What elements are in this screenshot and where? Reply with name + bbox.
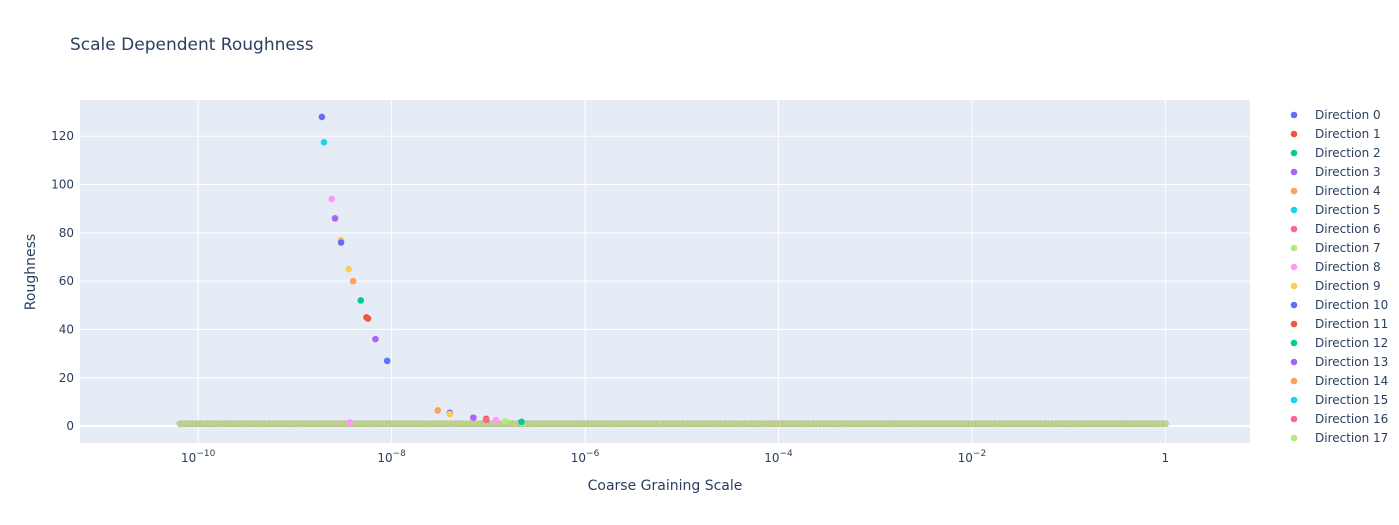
legend-label: Direction 6 bbox=[1315, 222, 1381, 236]
legend-item[interactable]: Direction 8 bbox=[1290, 260, 1381, 274]
legend-label: Direction 1 bbox=[1315, 127, 1381, 141]
data-point bbox=[337, 239, 345, 246]
y-tick-label: 60 bbox=[59, 274, 74, 288]
y-tick-label: 40 bbox=[59, 322, 74, 336]
legend-marker bbox=[1290, 377, 1298, 385]
legend-marker bbox=[1290, 434, 1298, 442]
legend-item[interactable]: Direction 15 bbox=[1290, 393, 1389, 407]
legend-item[interactable]: Direction 7 bbox=[1290, 241, 1381, 255]
legend-marker bbox=[1290, 263, 1298, 271]
legend-marker bbox=[1290, 396, 1298, 404]
legend-item[interactable]: Direction 16 bbox=[1290, 412, 1389, 426]
y-tick-label: 0 bbox=[66, 419, 74, 433]
legend: Direction 0 Direction 1 Direction 2 Directi… bbox=[1290, 108, 1389, 445]
legend-marker bbox=[1290, 320, 1298, 328]
legend-label: Direction 15 bbox=[1315, 393, 1388, 407]
data-point bbox=[349, 277, 357, 285]
legend-item[interactable]: Direction 17 bbox=[1290, 431, 1389, 445]
legend-marker bbox=[1290, 168, 1298, 176]
legend-item[interactable]: Direction 6 bbox=[1290, 222, 1381, 236]
legend-marker bbox=[1290, 206, 1298, 214]
x-tick-label: 10−6 bbox=[571, 449, 600, 465]
legend-item[interactable]: Direction 0 bbox=[1290, 108, 1381, 122]
data-point bbox=[482, 416, 490, 424]
data-point bbox=[470, 414, 477, 421]
legend-marker bbox=[1290, 244, 1298, 252]
x-axis-ticks: 10−10 10−8 10−6 10−4 10−2 1 bbox=[181, 449, 1169, 465]
legend-label: Direction 9 bbox=[1315, 279, 1381, 293]
y-axis-ticks: 0 20 40 60 80 100 120 bbox=[51, 129, 74, 433]
legend-label: Direction 17 bbox=[1315, 431, 1388, 445]
legend-label: Direction 3 bbox=[1315, 165, 1381, 179]
legend-label: Direction 4 bbox=[1315, 184, 1381, 198]
y-axis-title: Roughness bbox=[23, 234, 39, 310]
legend-item[interactable]: Direction 1 bbox=[1290, 127, 1381, 141]
x-tick-label: 10−4 bbox=[764, 449, 793, 465]
data-point bbox=[492, 416, 500, 424]
legend-item[interactable]: Direction 10 bbox=[1290, 298, 1389, 312]
legend-label: Direction 14 bbox=[1315, 374, 1388, 388]
data-point bbox=[518, 418, 525, 426]
plot-area bbox=[80, 100, 1250, 443]
legend-item[interactable]: Direction 4 bbox=[1290, 184, 1381, 198]
y-tick-label: 20 bbox=[59, 371, 74, 385]
legend-marker bbox=[1290, 282, 1298, 290]
data-point bbox=[346, 419, 354, 426]
legend-item[interactable]: Direction 11 bbox=[1290, 317, 1389, 331]
data-point bbox=[502, 417, 509, 425]
legend-marker bbox=[1290, 149, 1298, 157]
data-point bbox=[345, 265, 352, 273]
legend-marker bbox=[1290, 415, 1298, 423]
data-point bbox=[446, 410, 454, 418]
baseline-point bbox=[1162, 420, 1169, 427]
x-tick-label: 1 bbox=[1162, 451, 1170, 465]
legend-label: Direction 2 bbox=[1315, 146, 1381, 160]
legend-label: Direction 16 bbox=[1315, 412, 1388, 426]
data-point bbox=[318, 113, 326, 121]
data-point bbox=[372, 335, 379, 343]
x-tick-label: 10−8 bbox=[377, 449, 406, 465]
legend-item[interactable]: Direction 3 bbox=[1290, 165, 1381, 179]
legend-label: Direction 8 bbox=[1315, 260, 1381, 274]
legend-item[interactable]: Direction 14 bbox=[1290, 374, 1389, 388]
legend-item[interactable]: Direction 9 bbox=[1290, 279, 1381, 293]
x-tick-label: 10−10 bbox=[181, 449, 216, 465]
chart-title: Scale Dependent Roughness bbox=[70, 35, 314, 55]
legend-item[interactable]: Direction 5 bbox=[1290, 203, 1381, 217]
y-tick-label: 80 bbox=[59, 226, 74, 240]
legend-label: Direction 12 bbox=[1315, 336, 1388, 350]
legend-label: Direction 5 bbox=[1315, 203, 1381, 217]
legend-item[interactable]: Direction 2 bbox=[1290, 146, 1381, 160]
legend-item[interactable]: Direction 12 bbox=[1290, 336, 1389, 350]
legend-label: Direction 13 bbox=[1315, 355, 1388, 369]
data-point bbox=[357, 297, 365, 304]
legend-item[interactable]: Direction 13 bbox=[1290, 355, 1389, 369]
x-tick-label: 10−2 bbox=[958, 449, 987, 465]
data-point bbox=[383, 357, 391, 365]
legend-marker bbox=[1290, 130, 1298, 138]
data-point bbox=[364, 315, 372, 322]
data-point bbox=[331, 215, 339, 222]
y-tick-label: 100 bbox=[51, 178, 74, 192]
legend-marker bbox=[1290, 225, 1298, 233]
data-point bbox=[434, 407, 442, 414]
legend-label: Direction 7 bbox=[1315, 241, 1381, 255]
legend-marker bbox=[1290, 111, 1298, 119]
legend-marker bbox=[1290, 358, 1298, 366]
legend-label: Direction 0 bbox=[1315, 108, 1381, 122]
legend-marker bbox=[1290, 301, 1298, 309]
legend-marker bbox=[1290, 187, 1298, 195]
data-points bbox=[176, 113, 1169, 427]
x-axis-title: Coarse Graining Scale bbox=[588, 478, 743, 494]
data-point bbox=[328, 195, 335, 203]
y-tick-label: 120 bbox=[51, 129, 74, 143]
legend-label: Direction 10 bbox=[1315, 298, 1388, 312]
legend-label: Direction 11 bbox=[1315, 317, 1388, 331]
legend-marker bbox=[1290, 339, 1298, 347]
data-point bbox=[320, 138, 328, 146]
